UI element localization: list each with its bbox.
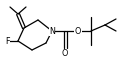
Text: F: F	[5, 37, 9, 46]
Text: N: N	[49, 26, 55, 36]
Text: O: O	[62, 48, 68, 57]
Text: O: O	[75, 26, 81, 36]
